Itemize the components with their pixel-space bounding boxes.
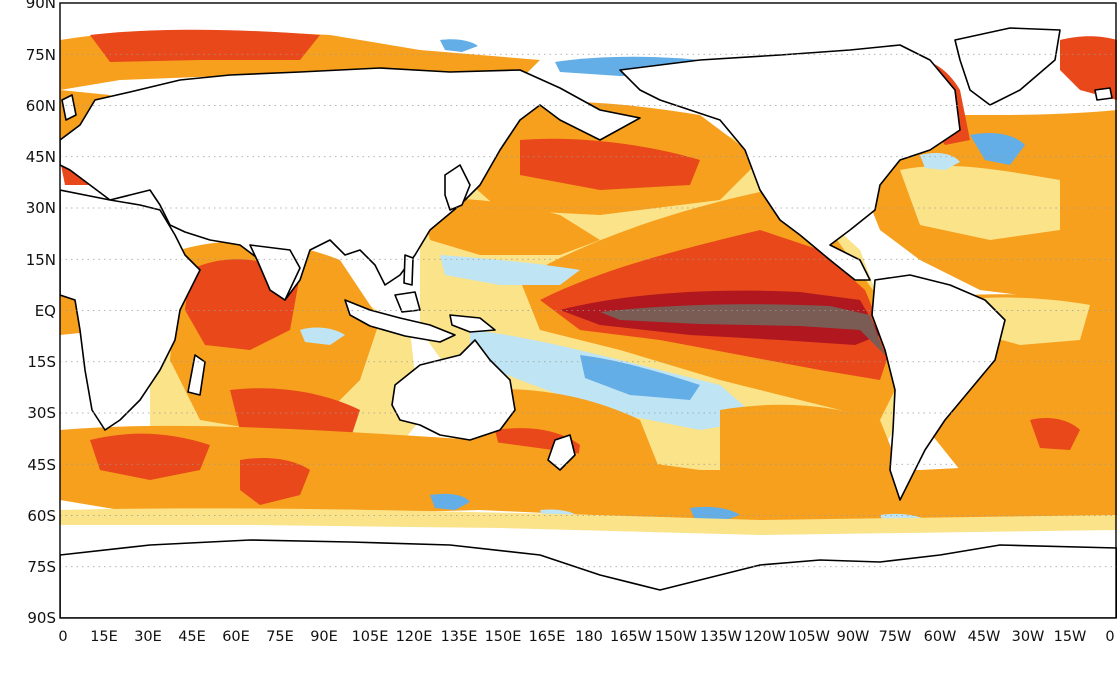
lon-label: 105W bbox=[788, 629, 830, 645]
lon-label: 30E bbox=[134, 629, 162, 645]
arctic-cool-2 bbox=[440, 39, 478, 52]
lat-label: 30S bbox=[27, 404, 56, 422]
southern-ocean-pale-strip bbox=[60, 508, 1117, 535]
lat-label: 60S bbox=[27, 507, 56, 525]
lon-label: 45W bbox=[968, 629, 1001, 645]
north-pacific-red bbox=[520, 138, 700, 190]
central-pacific-cool-strip bbox=[440, 255, 580, 285]
southern-ocean-orange bbox=[60, 425, 1117, 525]
plot-frame bbox=[59, 2, 1117, 619]
land-borneo bbox=[394, 291, 421, 313]
land-north-america bbox=[619, 44, 961, 281]
anomaly-field bbox=[60, 27, 1117, 618]
southern-ocean-cool-1 bbox=[430, 493, 470, 510]
lon-label: 165E bbox=[529, 629, 566, 645]
graticule bbox=[60, 53, 1117, 568]
land-uk bbox=[61, 94, 77, 121]
arctic-east-red bbox=[1060, 36, 1117, 100]
south-atlantic-red bbox=[1030, 418, 1080, 450]
lon-label: 60W bbox=[924, 629, 957, 645]
land-eurasia bbox=[60, 67, 641, 301]
lon-label: 15W bbox=[1054, 629, 1087, 645]
southern-ocean-red-west bbox=[90, 433, 210, 480]
subtropical-pacific-warm bbox=[420, 198, 600, 255]
lon-label: 150E bbox=[485, 629, 522, 645]
lat-label: EQ bbox=[35, 302, 56, 320]
lon-label: 90E bbox=[310, 629, 338, 645]
lon-label: 165W bbox=[610, 629, 652, 645]
land-india bbox=[249, 244, 301, 301]
lat-label: 45N bbox=[26, 148, 56, 166]
lon-label: 105E bbox=[352, 629, 389, 645]
lat-label: 90S bbox=[27, 609, 56, 627]
indian-cool-dot bbox=[300, 327, 345, 345]
land-greenland bbox=[954, 27, 1061, 106]
land-madagascar bbox=[187, 354, 206, 396]
lat-label: 30N bbox=[26, 199, 56, 217]
lat-label: 45S bbox=[27, 456, 56, 474]
lat-label: 75S bbox=[27, 558, 56, 576]
land-south-america bbox=[871, 274, 1006, 501]
lat-label: 75N bbox=[26, 46, 56, 64]
land-new-zealand bbox=[547, 434, 576, 471]
lon-label: 120E bbox=[396, 629, 433, 645]
land-africa bbox=[60, 189, 201, 431]
lat-axis: 90N 75N 60N 45N 30N 15N EQ 15S 30S 45S 6… bbox=[26, 0, 56, 627]
land-antarctica bbox=[60, 539, 1117, 618]
lon-label: 75E bbox=[266, 629, 294, 645]
lon-label: 0 bbox=[1105, 629, 1114, 645]
land-philippines bbox=[403, 254, 414, 286]
lon-label: 135E bbox=[441, 629, 478, 645]
south-pacific-cool bbox=[580, 355, 700, 400]
lon-label: 135W bbox=[700, 629, 742, 645]
land-australia bbox=[391, 339, 516, 441]
land bbox=[60, 27, 1117, 618]
lon-label: 75W bbox=[879, 629, 912, 645]
lon-label: 45E bbox=[178, 629, 206, 645]
lon-label: 0 bbox=[58, 629, 67, 645]
lon-label: 60E bbox=[222, 629, 250, 645]
land-iceland bbox=[1094, 87, 1113, 101]
lon-label: 150W bbox=[655, 629, 697, 645]
north-atlantic-cool-2 bbox=[920, 152, 960, 170]
land-new-guinea bbox=[449, 314, 496, 333]
lon-label: 15E bbox=[90, 629, 118, 645]
north-atlantic-cool bbox=[970, 133, 1025, 165]
southern-ocean-cool-2 bbox=[690, 506, 740, 522]
lat-label: 15S bbox=[27, 353, 56, 371]
eq-pacific-strong-warm bbox=[600, 304, 885, 355]
lon-label: 180 bbox=[575, 629, 603, 645]
arctic-west-red bbox=[90, 29, 320, 62]
north-atlantic-pale bbox=[900, 165, 1060, 240]
lon-label: 30W bbox=[1012, 629, 1045, 645]
lon-label: 90W bbox=[837, 629, 870, 645]
lat-label: 60N bbox=[26, 97, 56, 115]
land-indonesia bbox=[344, 299, 456, 343]
southern-ocean-red-mid bbox=[240, 458, 310, 505]
lon-label: 120W bbox=[744, 629, 786, 645]
lon-axis: 0 15E 30E 45E 60E 75E 90E 105E 120E 135E… bbox=[58, 629, 1114, 645]
lat-label: 90N bbox=[26, 0, 56, 12]
land-japan bbox=[444, 164, 471, 211]
lat-label: 15N bbox=[26, 251, 56, 269]
